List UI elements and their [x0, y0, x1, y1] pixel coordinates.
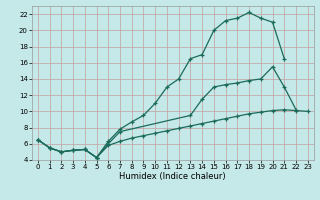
X-axis label: Humidex (Indice chaleur): Humidex (Indice chaleur) [119, 172, 226, 181]
